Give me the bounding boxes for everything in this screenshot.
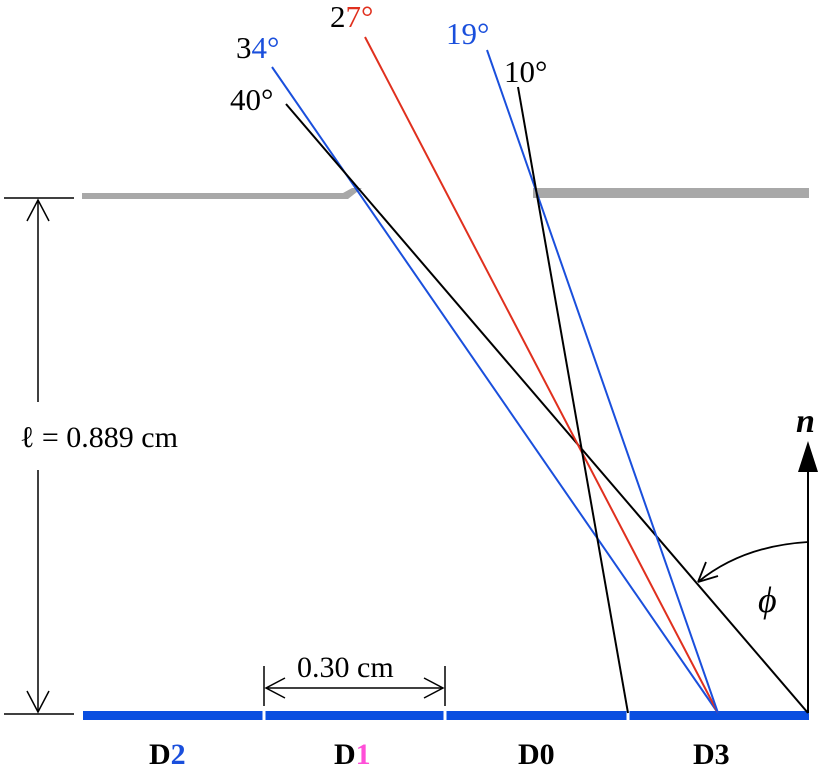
phi-arrowhead [697, 561, 719, 583]
detector-strip [83, 706, 809, 721]
angle-label-10: 10° [504, 54, 547, 89]
trajectory-19deg [486, 49, 719, 714]
length-arrowhead-bottom [26, 690, 50, 714]
trajectory-lines [271, 36, 809, 714]
trajectory-40deg [285, 103, 809, 714]
detector-label-d1: D1 [334, 738, 371, 769]
width-label: 0.30 cm [297, 651, 394, 684]
angle-label-19: 19° [446, 16, 489, 51]
angle-label-40: 40° [230, 82, 273, 117]
top-plate-left [82, 188, 362, 199]
trajectory-10deg [517, 86, 629, 714]
phi-arc [697, 541, 809, 583]
width-arrowhead-left [264, 677, 286, 699]
phi-angle: ϕ [697, 541, 809, 620]
length-dimension: ℓ = 0.889 cm [4, 197, 178, 715]
angle-label-34: 34° [236, 30, 279, 65]
trajectory-34deg [271, 66, 719, 714]
phi-label: ϕ [758, 580, 777, 620]
top-plate [82, 188, 809, 199]
width-dimension: 0.30 cm [263, 651, 446, 706]
normal-vector: n [796, 403, 818, 713]
detector-label-d2: D2 [149, 738, 186, 769]
width-arrowhead-right [423, 677, 445, 699]
detector-label-d0: D0 [518, 738, 555, 769]
normal-label: n [796, 403, 815, 440]
normal-arrowhead [798, 441, 818, 472]
angle-label-27: 27° [330, 0, 373, 34]
top-plate-right [533, 188, 809, 198]
length-arrowhead-top [26, 198, 50, 222]
trajectory-27deg [364, 36, 719, 714]
detector-label-d3: D3 [693, 738, 730, 769]
length-label: ℓ = 0.889 cm [20, 421, 178, 454]
